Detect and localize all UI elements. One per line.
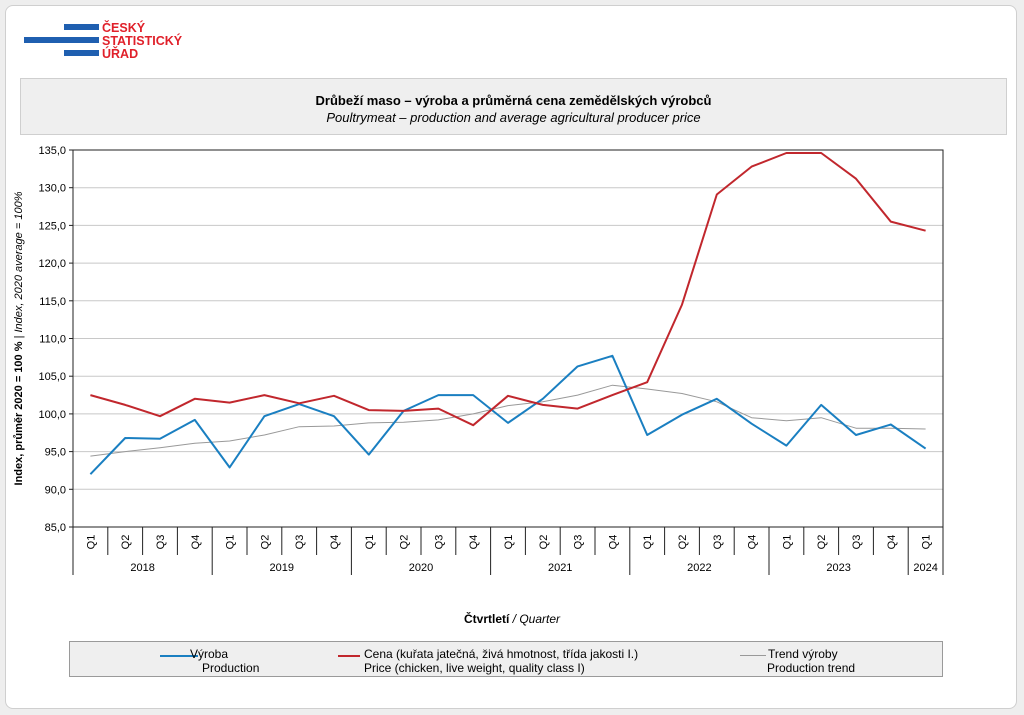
legend-label-production: Výroba <box>190 647 229 661</box>
legend-swatch-production <box>160 655 198 657</box>
x-tick-label: Q3 <box>573 535 585 550</box>
legend-label-production-en: Production <box>202 661 260 675</box>
y-tick-label: 100,0 <box>38 409 66 421</box>
year-label: 2023 <box>826 562 850 574</box>
y-tick-label: 125,0 <box>38 220 66 232</box>
y-tick-label: 85,0 <box>45 522 66 534</box>
x-tick-label: Q3 <box>851 535 863 550</box>
year-label: 2020 <box>409 562 433 574</box>
series-lines <box>89 152 927 475</box>
x-tick-label: Q1 <box>225 535 237 550</box>
x-axis-label: Čtvrtletí / Quarter <box>463 612 561 626</box>
legend-swatch-trend <box>740 655 766 656</box>
x-tick-label: Q1 <box>503 535 515 550</box>
chart-title: Drůbeží maso – výroba a průměrná cena ze… <box>315 93 712 108</box>
x-tick-label: Q1 <box>921 535 933 550</box>
legend: Výroba Production Cena (kuřata jatečná, … <box>69 641 943 677</box>
logo-text: ČESKÝ STATISTICKÝ ÚŘAD <box>102 21 183 61</box>
x-tick-label: Q4 <box>747 535 759 550</box>
legend-label-trend-en: Production trend <box>767 661 856 675</box>
x-tick-label: Q4 <box>468 535 480 550</box>
y-tick-label: 115,0 <box>39 296 66 308</box>
x-tick-label: Q4 <box>886 535 898 550</box>
year-label: 2019 <box>270 562 294 574</box>
series-line-trend <box>90 384 926 457</box>
y-axis-label: Index, průměr 2020 = 100 % | Index, 2020… <box>13 191 25 485</box>
x-tick-label: Q2 <box>816 535 828 550</box>
x-tick-label: Q2 <box>399 535 411 550</box>
year-label: 2024 <box>913 562 937 574</box>
x-axis: Q1 Q2 Q3 Q4 Q1 Q2 Q3 Q4 Q1 Q2 Q3 Q4 Q1 Q2 Q3 Q4 Q1 Q2 Q3 Q4… <box>72 527 944 575</box>
x-tick-label: Q4 <box>190 535 202 550</box>
series-line-production <box>89 354 927 475</box>
x-tick-label: Q2 <box>120 535 132 550</box>
y-tick-label: 135,0 <box>38 145 66 157</box>
series-line-price <box>90 152 926 427</box>
x-tick-label: Q2 <box>677 535 689 550</box>
x-tick-label: Q2 <box>259 535 271 550</box>
y-axis-ticks: 85,0 90,0 95,0 100,0 105,0 110,0 115,0 120,0 125… <box>38 145 73 534</box>
year-label: 2022 <box>687 562 711 574</box>
legend-label-trend: Trend výroby <box>768 647 838 661</box>
y-tick-label: 120,0 <box>38 258 66 270</box>
x-tick-label: Q1 <box>781 535 793 550</box>
y-tick-label: 130,0 <box>38 183 66 195</box>
y-tick-label: 90,0 <box>45 484 66 496</box>
x-tick-label: Q3 <box>712 535 724 550</box>
year-label: 2021 <box>548 562 572 574</box>
x-tick-label: Q3 <box>294 535 306 550</box>
x-tick-label: Q1 <box>85 535 97 550</box>
x-tick-label: Q4 <box>607 535 619 550</box>
x-tick-label: Q4 <box>329 535 341 550</box>
y-tick-label: 95,0 <box>45 447 66 459</box>
legend-label-price-en: Price (chicken, live weight, quality cla… <box>364 661 585 675</box>
x-tick-label: Q3 <box>155 535 167 550</box>
legend-swatch-price <box>338 655 360 657</box>
legend-label-price: Cena (kuřata jatečná, živá hmotnost, tří… <box>364 647 639 661</box>
gridlines <box>73 187 943 490</box>
chart-subtitle: Poultrymeat – production and average agr… <box>326 110 701 125</box>
x-tick-label: Q2 <box>538 535 550 550</box>
x-tick-label: Q1 <box>642 535 654 550</box>
x-tick-label: Q3 <box>433 535 445 550</box>
y-tick-label: 105,0 <box>38 371 66 383</box>
year-label: 2018 <box>130 562 154 574</box>
chart-title-box: Drůbeží maso – výroba a průměrná cena ze… <box>20 78 1007 135</box>
y-tick-label: 110,0 <box>39 334 66 346</box>
x-tick-label: Q1 <box>364 535 376 550</box>
